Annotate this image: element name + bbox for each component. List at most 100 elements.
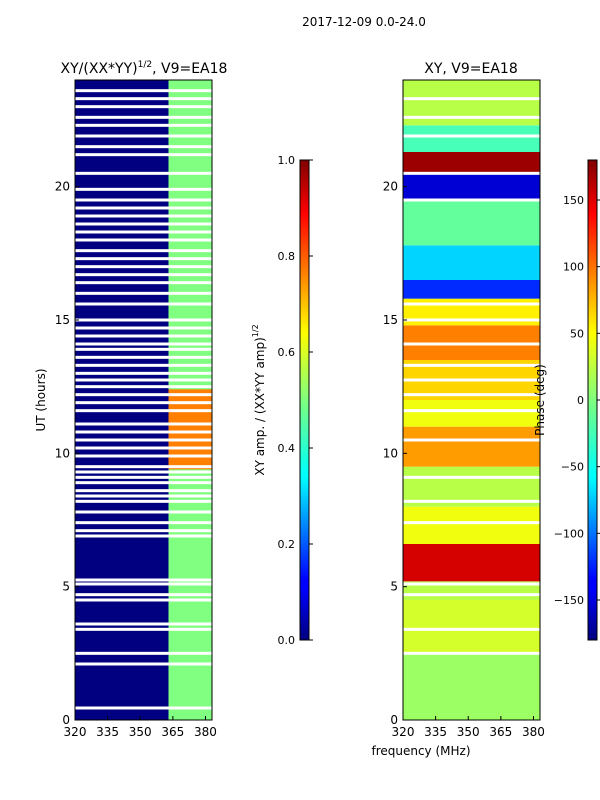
amplitude-data-gap bbox=[75, 385, 212, 389]
amplitude-data-gap bbox=[75, 475, 212, 479]
phase-colorbar-ticks: −150 −100 −50 0 50 100 150 bbox=[554, 194, 600, 607]
amplitude-data-gap bbox=[75, 342, 212, 346]
amplitude-axes: 320 335 350 365 380 0 5 10 15 20 bbox=[55, 180, 217, 739]
phase-data-gap bbox=[403, 582, 540, 586]
phase-band bbox=[403, 200, 540, 246]
phase-band bbox=[403, 173, 540, 200]
amplitude-colorbar-ticks: 0.0 0.2 0.4 0.6 0.8 1.0 bbox=[278, 154, 313, 647]
amplitude-data-gap bbox=[75, 422, 212, 426]
amplitude-colorbar-tick-label: 0.2 bbox=[278, 538, 296, 551]
amplitude-xtick-label: 350 bbox=[129, 725, 152, 739]
amplitude-data-gap bbox=[75, 291, 212, 295]
amplitude-ytick-label: 10 bbox=[55, 446, 70, 460]
amplitude-ytick-label: 20 bbox=[55, 180, 70, 194]
phase-band bbox=[403, 400, 540, 427]
amplitude-title-suffix: , V9=EA18 bbox=[152, 61, 227, 77]
phase-axes: 320 335 350 365 380 0 5 10 15 20 bbox=[383, 180, 545, 739]
amplitude-data-gap bbox=[75, 534, 212, 538]
phase-panel: XY, V9=EA18 320 335 350 365 380 0 5 10 15 20 bbox=[383, 61, 545, 739]
phase-data-gap bbox=[403, 393, 540, 397]
amplitude-data-gap bbox=[75, 446, 212, 450]
amplitude-data-gap bbox=[75, 378, 212, 382]
phase-colorbar-tick-label: 150 bbox=[563, 194, 584, 207]
amplitude-data-gap bbox=[75, 494, 212, 498]
amplitude-colorbar-gradient bbox=[299, 159, 310, 641]
amplitude-colorbar-label-main: XY amp. / (XX*YY amp) bbox=[253, 337, 267, 475]
phase-data-gap bbox=[403, 318, 540, 322]
amplitude-data-gap bbox=[75, 355, 212, 359]
phase-band bbox=[403, 152, 540, 174]
phase-colorbar-tick-label: −150 bbox=[554, 594, 584, 607]
amplitude-data-gap bbox=[75, 706, 212, 710]
amplitude-colorbar-tick-label: 0.0 bbox=[278, 634, 296, 647]
phase-colorbar-tick-label: 100 bbox=[563, 261, 584, 274]
amplitude-data-gap bbox=[75, 662, 212, 666]
phase-colorbar-gradient bbox=[587, 159, 598, 641]
amplitude-data-gap bbox=[75, 281, 212, 285]
amplitude-heatmap bbox=[75, 80, 212, 720]
phase-xtick-label: 320 bbox=[392, 725, 415, 739]
amplitude-data-gap bbox=[75, 438, 212, 442]
amplitude-data-gap bbox=[75, 257, 212, 261]
amplitude-data-gap bbox=[75, 105, 212, 109]
amplitude-title-main: XY/(XX*YY) bbox=[61, 61, 138, 77]
amplitude-data-gap bbox=[75, 481, 212, 485]
amplitude-ylabel: UT (hours) bbox=[34, 368, 48, 431]
amplitude-data-gap bbox=[75, 521, 212, 525]
phase-data-gap bbox=[403, 475, 540, 479]
phase-data-gap bbox=[403, 499, 540, 503]
figure-suptitle: 2017-12-09 0.0-24.0 bbox=[302, 15, 426, 29]
phase-xtick-label: 350 bbox=[457, 725, 480, 739]
amplitude-colorbar-label-exponent: 1/2 bbox=[251, 324, 260, 337]
phase-band bbox=[403, 426, 540, 467]
amplitude-data-gap bbox=[75, 470, 212, 474]
phase-colorbar-tick-label: −50 bbox=[561, 461, 584, 474]
amplitude-xtick-label: 380 bbox=[194, 725, 217, 739]
amplitude-xtick-label: 365 bbox=[161, 725, 184, 739]
amplitude-data-gap bbox=[75, 627, 212, 631]
phase-data-gap bbox=[403, 342, 540, 346]
phase-data-gap bbox=[403, 198, 540, 202]
amplitude-data-gap bbox=[75, 249, 212, 253]
amplitude-data-gap bbox=[75, 198, 212, 202]
phase-band bbox=[403, 506, 540, 544]
amplitude-ytick-label: 0 bbox=[62, 713, 70, 727]
amplitude-data-gap bbox=[75, 489, 212, 493]
amplitude-data-gap bbox=[75, 454, 212, 458]
phase-data-gap bbox=[403, 409, 540, 413]
amplitude-data-gap bbox=[75, 499, 212, 503]
phase-data-gap bbox=[403, 627, 540, 631]
phase-data-gap bbox=[403, 521, 540, 525]
phase-band bbox=[403, 245, 540, 280]
amplitude-colorbar-tick-label: 1.0 bbox=[278, 154, 296, 167]
amplitude-data-gap bbox=[75, 510, 212, 514]
amplitude-data-gap bbox=[75, 206, 212, 210]
amplitude-data-gap bbox=[75, 97, 212, 101]
amplitude-data-gap bbox=[75, 578, 212, 582]
phase-data-gap bbox=[403, 171, 540, 175]
amplitude-data-gap bbox=[75, 430, 212, 434]
amplitude-data-gap bbox=[75, 465, 212, 469]
phase-data-gap bbox=[403, 438, 540, 442]
amplitude-xtick-label: 320 bbox=[64, 725, 87, 739]
phase-data-gap bbox=[403, 97, 540, 101]
phase-panel-title: XY, V9=EA18 bbox=[424, 61, 518, 77]
amplitude-data-gap bbox=[75, 393, 212, 397]
phase-data-gap bbox=[403, 378, 540, 382]
amplitude-ytick-label: 15 bbox=[55, 313, 70, 327]
phase-band bbox=[403, 125, 540, 152]
phase-data-gap bbox=[403, 651, 540, 655]
amplitude-axes-frame bbox=[74, 79, 213, 721]
amplitude-data-gap bbox=[75, 598, 212, 602]
phase-heatmap bbox=[403, 80, 540, 720]
amplitude-data-gap bbox=[75, 529, 212, 533]
phase-colorbar-tick-label: 50 bbox=[570, 327, 584, 340]
amplitude-colorbar-tick-label: 0.8 bbox=[278, 250, 296, 263]
amplitude-data-gap bbox=[75, 622, 212, 626]
phase-xtick-label: 380 bbox=[522, 725, 545, 739]
amplitude-colorbar-tick-label: 0.6 bbox=[278, 346, 296, 359]
amplitude-panel-title: XY/(XX*YY)1/2, V9=EA18 bbox=[61, 60, 228, 77]
amplitude-data-gap bbox=[75, 89, 212, 93]
amplitude-data-gap bbox=[75, 318, 212, 322]
